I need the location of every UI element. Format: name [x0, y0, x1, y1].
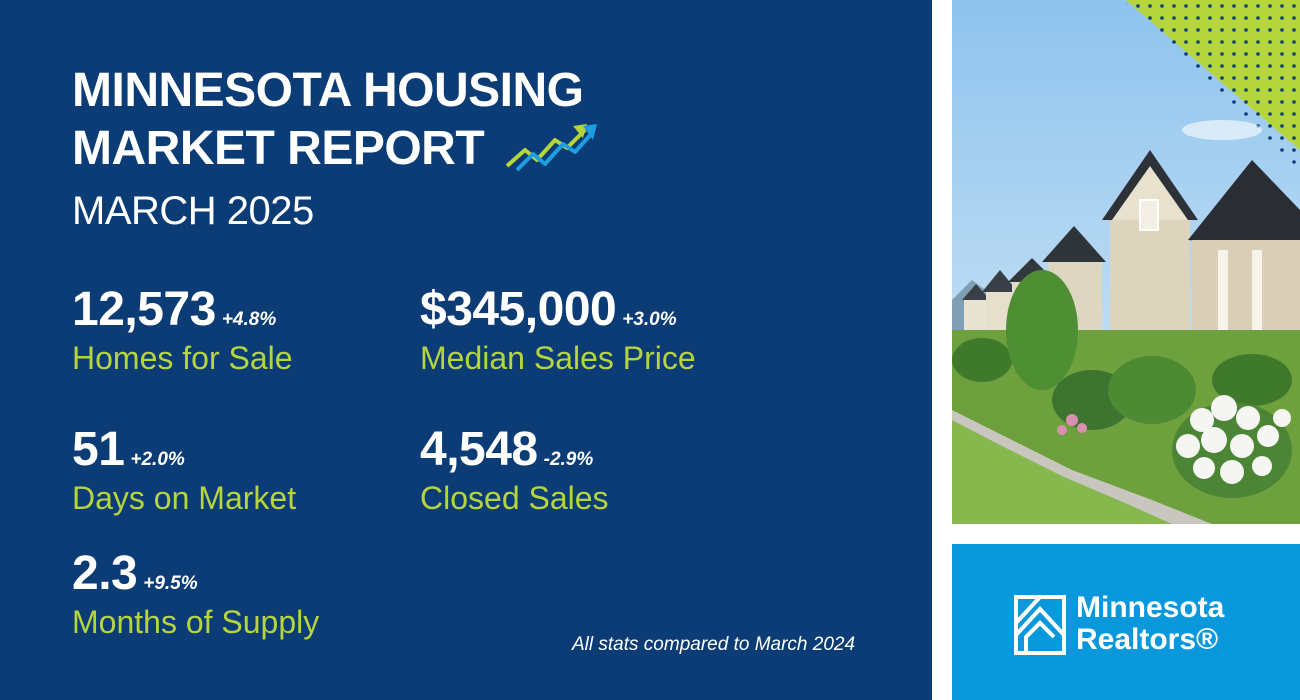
- stat-change: +2.0%: [130, 449, 185, 470]
- stat-value: $345,000: [420, 283, 617, 336]
- stat-homes-for-sale: 12,573 +4.8% Homes for Sale: [72, 284, 293, 378]
- title-line-1: MINNESOTA HOUSING: [72, 64, 584, 117]
- stat-label: Months of Supply: [72, 604, 320, 640]
- neighborhood-photo: [952, 0, 1300, 524]
- stat-change: +3.0%: [622, 309, 677, 330]
- brand-name-line-2: Realtors®: [1076, 623, 1219, 656]
- stat-label: Median Sales Price: [420, 340, 696, 376]
- stat-closed-sales: 4,548 -2.9% Closed Sales: [420, 424, 609, 518]
- report-subtitle: MARCH 2025: [72, 189, 314, 233]
- report-panel: MINNESOTA HOUSING MARKET REPORT MARCH 20…: [0, 0, 932, 700]
- brand-name: Minnesota Realtors®: [1076, 592, 1224, 656]
- brand-block: Minnesota Realtors®: [952, 544, 1300, 700]
- stat-value: 12,573: [72, 283, 216, 336]
- stat-value: 2.3: [72, 547, 138, 600]
- stat-label: Days on Market: [72, 480, 297, 516]
- stat-change: +4.8%: [221, 309, 277, 330]
- house-roof-logo-icon: [1014, 595, 1066, 655]
- stat-label: Closed Sales: [420, 480, 609, 516]
- stat-label: Homes for Sale: [72, 340, 293, 376]
- brand-name-line-1: Minnesota: [1076, 591, 1225, 624]
- stat-value: 4,548: [420, 423, 538, 476]
- neighborhood-illustration: [952, 0, 1300, 524]
- stat-change: +9.5%: [143, 573, 198, 594]
- comparison-footnote: All stats compared to March 2024: [572, 634, 856, 655]
- stat-value: 51: [72, 423, 125, 476]
- stat-months-of-supply: 2.3 +9.5% Months of Supply: [72, 548, 319, 642]
- stat-median-sales-price: $345,000 +3.0% Median Sales Price: [420, 284, 696, 378]
- stat-days-on-market: 51 +2.0% Days on Market: [72, 424, 296, 518]
- stat-change: -2.9%: [543, 449, 594, 470]
- report-title: MINNESOTA HOUSING MARKET REPORT: [72, 62, 584, 178]
- trending-up-arrows-icon: [505, 124, 597, 172]
- title-line-2: MARKET REPORT: [72, 122, 485, 175]
